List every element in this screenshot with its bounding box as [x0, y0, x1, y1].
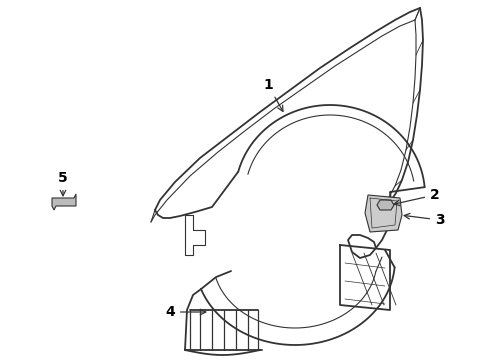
- Polygon shape: [52, 194, 76, 210]
- Text: 1: 1: [263, 78, 283, 111]
- Polygon shape: [377, 200, 394, 210]
- Text: 5: 5: [58, 171, 68, 196]
- Text: 4: 4: [165, 305, 206, 319]
- Polygon shape: [365, 195, 402, 232]
- Text: 2: 2: [394, 188, 440, 206]
- Text: 3: 3: [404, 213, 444, 227]
